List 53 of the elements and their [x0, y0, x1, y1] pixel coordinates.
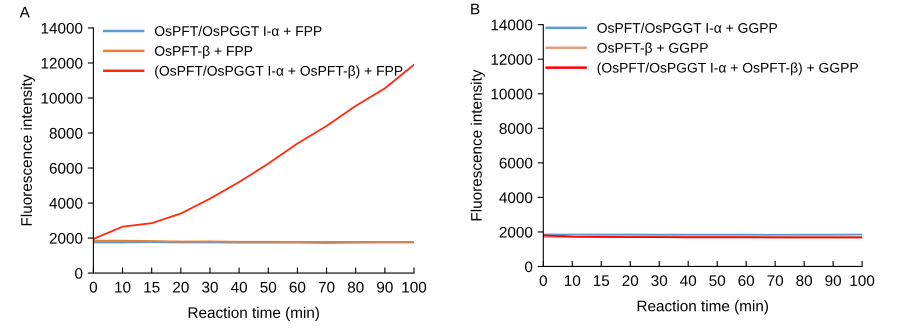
x-tick-label: 90: [377, 282, 393, 293]
x-tick-label: 70: [318, 282, 334, 293]
y-tick-label: 12000: [492, 54, 532, 65]
y-tick-label: 14000: [42, 22, 82, 34]
legend-label: OsPFT-β + FPP: [154, 46, 252, 59]
y-tick-label: 0: [524, 261, 532, 272]
y-tick-label: 8000: [50, 128, 82, 139]
legend-label: OsPFT/OsPGGT I-α + GGPP: [597, 22, 778, 33]
x-tick-label: 40: [680, 275, 696, 286]
y-axis-title: Fluorescence intensity: [20, 74, 35, 226]
x-tick-label: 30: [651, 275, 668, 286]
x-tick-label: 15: [144, 282, 160, 293]
x-tick-label: 10: [115, 282, 130, 293]
chart-title: A: [20, 6, 30, 18]
x-axis-title: Reaction time (min): [638, 300, 768, 314]
y-tick-label: 2000: [500, 226, 532, 238]
x-tick-label: 100: [402, 282, 426, 293]
line-series: [93, 64, 414, 240]
y-tick-label: 12000: [42, 58, 82, 69]
y-tick-label: 6000: [50, 162, 82, 174]
x-tick-label: 60: [738, 275, 754, 286]
x-tick-label: 30: [202, 282, 218, 293]
legend-label: (OsPFT/OsPGGT I-α + OsPFT-β) + GGPP: [598, 62, 858, 76]
x-tick-label: 20: [622, 275, 638, 286]
y-tick-label: 8000: [500, 123, 532, 134]
x-tick-label: 50: [260, 282, 276, 293]
x-tick-label: 20: [173, 282, 189, 293]
x-axis-title: Reaction time (min): [188, 306, 319, 321]
y-tick-label: 14000: [492, 20, 532, 30]
y-tick-label: 6000: [500, 158, 532, 169]
y-tick-label: 2000: [50, 232, 82, 244]
y-tick-label: 4000: [499, 192, 532, 204]
y-tick-label: 4000: [49, 198, 82, 209]
y-tick-label: 10000: [42, 92, 82, 104]
x-tick-label: 100: [850, 275, 874, 286]
x-tick-label: 50: [709, 275, 726, 286]
x-tick-label: 80: [348, 282, 364, 293]
x-tick-label: 80: [796, 275, 812, 286]
y-axis-title: Fluorescence intensity: [470, 70, 485, 220]
x-tick-label: 40: [230, 282, 248, 293]
legend-label: (OsPFT/OsPGGT I-α + OsPFT-β) + FPP: [155, 66, 402, 78]
legend-label: OsPFT-β + GGPP: [597, 42, 708, 56]
y-tick-label: 10000: [492, 88, 532, 100]
x-tick-label: 0: [90, 282, 98, 293]
x-tick-label: 60: [290, 282, 306, 293]
x-tick-label: 10: [564, 275, 580, 286]
x-tick-label: 70: [767, 275, 784, 286]
y-tick-label: 0: [75, 268, 82, 279]
x-tick-label: 0: [540, 275, 547, 286]
x-tick-label: 15: [594, 275, 610, 286]
chart-title: B: [471, 4, 480, 14]
legend-label: OsPFT/OsPGGT I-α + FPP: [154, 26, 322, 36]
x-tick-label: 90: [825, 275, 841, 286]
